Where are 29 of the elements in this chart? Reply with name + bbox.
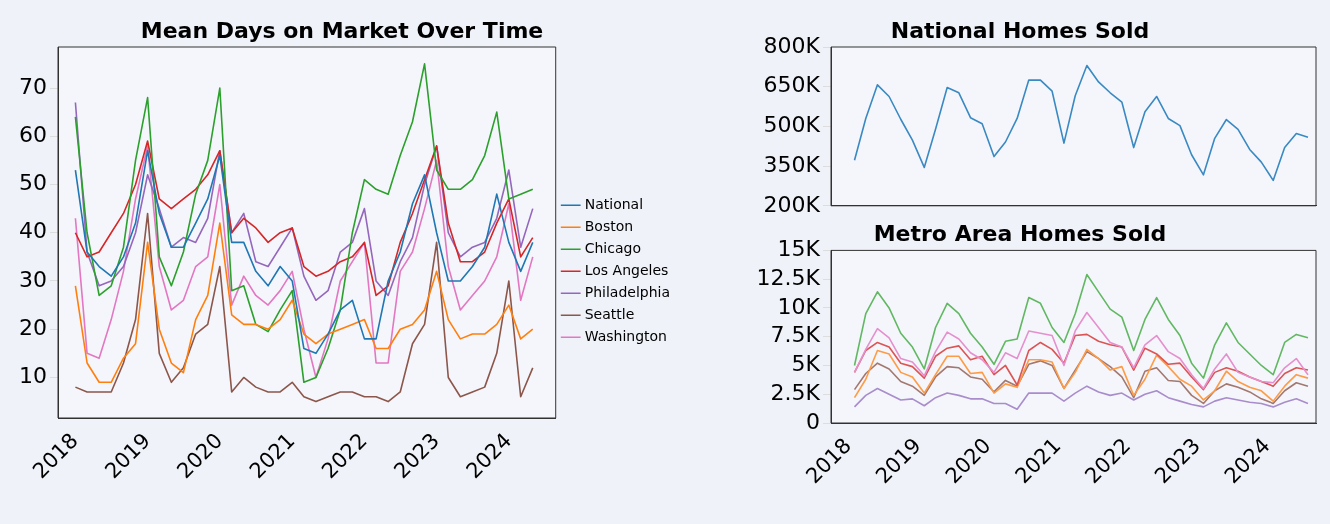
legend-label: Philadelphia xyxy=(584,283,670,300)
y-tick-label: 30 xyxy=(19,266,47,292)
y-tick-label: 40 xyxy=(19,218,47,244)
legend-label: Washington xyxy=(584,327,667,344)
legend-label: Seattle xyxy=(584,305,635,322)
y-tick-label: 350K xyxy=(763,151,821,177)
y-tick-label: 10K xyxy=(777,293,821,319)
y-tick-label: 50 xyxy=(19,170,47,196)
y-tick-label: 5K xyxy=(791,351,821,377)
y-tick-label: 60 xyxy=(19,121,47,147)
y-tick-label: 0 xyxy=(806,408,820,434)
legend-label: Boston xyxy=(584,217,634,234)
chart-title: Mean Days on Market Over Time xyxy=(140,17,544,43)
y-tick-label: 200K xyxy=(763,191,821,217)
y-tick-label: 800K xyxy=(763,32,821,58)
y-tick-label: 650K xyxy=(763,72,821,98)
y-tick-label: 70 xyxy=(19,73,47,99)
chart-title: National Homes Sold xyxy=(890,17,1150,43)
y-tick-label: 7.5K xyxy=(770,322,821,348)
legend-label: National xyxy=(584,195,644,212)
legend-label: Los Angeles xyxy=(584,261,669,278)
y-tick-label: 10 xyxy=(19,363,47,389)
y-tick-label: 500K xyxy=(763,112,821,138)
chart-title: Metro Area Homes Sold xyxy=(873,220,1167,246)
legend-label: Chicago xyxy=(584,239,641,256)
y-tick-label: 15K xyxy=(777,236,821,262)
y-tick-label: 2.5K xyxy=(770,379,821,405)
y-tick-label: 20 xyxy=(19,314,47,340)
y-tick-label: 12.5K xyxy=(756,264,821,290)
